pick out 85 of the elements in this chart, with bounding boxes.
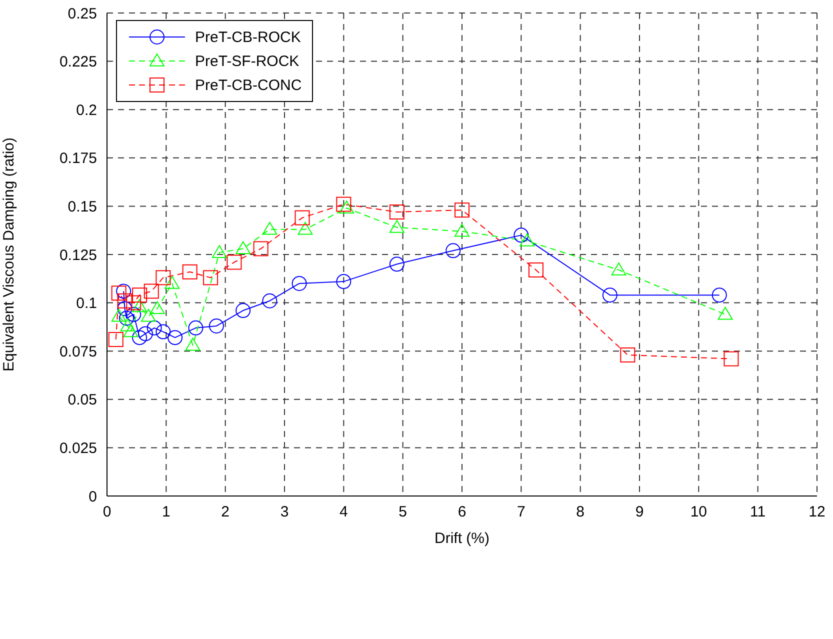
y-tick-label: 0.1 xyxy=(76,295,97,312)
legend-label: PreT-SF-ROCK xyxy=(195,52,300,70)
point xyxy=(262,293,278,308)
y-tick-label: 0.15 xyxy=(68,198,97,216)
x-tick-label: 10 xyxy=(690,504,708,521)
legend-label: PreT-CB-CONC xyxy=(195,76,302,94)
point xyxy=(520,233,535,246)
x-tick-label: 7 xyxy=(516,504,526,521)
point xyxy=(132,299,148,312)
point xyxy=(116,284,132,299)
x-tick-label: 3 xyxy=(280,504,289,521)
point xyxy=(119,310,134,326)
point xyxy=(146,320,162,336)
y-tick-label: 0.25 xyxy=(68,5,97,22)
point xyxy=(156,324,171,340)
point xyxy=(724,351,739,366)
point xyxy=(226,254,242,270)
point xyxy=(111,308,126,322)
point xyxy=(236,241,251,254)
point xyxy=(620,347,636,362)
x-tick-label: 0 xyxy=(102,504,112,521)
point xyxy=(298,222,313,235)
point xyxy=(126,306,142,322)
y-tick-label: 0 xyxy=(88,488,97,506)
point xyxy=(336,196,352,212)
y-axis-title: Equivalent Viscous Damping (ratio) xyxy=(0,137,18,372)
point xyxy=(712,288,727,303)
point xyxy=(389,220,404,233)
point xyxy=(117,301,132,316)
point xyxy=(150,301,165,314)
point xyxy=(292,276,307,291)
point xyxy=(389,256,404,272)
y-tick-label: 0.075 xyxy=(59,343,97,360)
point xyxy=(611,262,626,276)
point xyxy=(182,264,198,280)
point xyxy=(120,318,136,332)
x-tick-label: 11 xyxy=(750,504,766,521)
point xyxy=(514,228,529,243)
point xyxy=(208,318,224,334)
point xyxy=(140,308,156,322)
point xyxy=(188,320,204,336)
point xyxy=(144,284,159,299)
point xyxy=(117,293,132,308)
x-tick-label: 6 xyxy=(458,504,466,521)
point xyxy=(212,245,227,258)
point xyxy=(528,262,544,278)
point xyxy=(294,210,310,226)
x-tick-label: 1 xyxy=(162,504,170,521)
point xyxy=(446,243,461,258)
point xyxy=(454,224,470,237)
point xyxy=(138,326,153,342)
x-tick-label: 12 xyxy=(808,504,826,521)
point xyxy=(126,295,142,310)
point xyxy=(262,222,278,235)
point xyxy=(203,270,218,286)
x-tick-label: 9 xyxy=(635,504,644,521)
point xyxy=(168,330,183,346)
x-tick-label: 5 xyxy=(398,504,408,521)
y-tick-label: 0.125 xyxy=(59,246,97,264)
point xyxy=(164,276,180,289)
point xyxy=(253,241,268,256)
point xyxy=(185,338,200,351)
point xyxy=(156,270,171,286)
point xyxy=(123,324,138,338)
point xyxy=(389,204,404,220)
point xyxy=(132,288,148,303)
legend-label: PreT-CB-ROCK xyxy=(195,28,301,46)
point xyxy=(718,306,733,320)
point xyxy=(336,274,352,290)
point xyxy=(108,332,124,348)
y-tick-label: 0.05 xyxy=(68,392,97,409)
point xyxy=(454,202,470,218)
x-axis-title: Drift (%) xyxy=(434,530,490,547)
y-tick-label: 0.175 xyxy=(59,150,97,168)
x-tick-label: 8 xyxy=(576,504,585,521)
y-tick-label: 0.225 xyxy=(59,54,97,71)
point xyxy=(111,286,126,301)
x-tick-label: 2 xyxy=(221,504,230,521)
point xyxy=(132,330,148,346)
point xyxy=(602,288,618,303)
x-tick-label: 4 xyxy=(339,504,348,521)
y-tick-label: 0.025 xyxy=(59,440,97,458)
point xyxy=(236,303,251,318)
y-tick-label: 0.2 xyxy=(76,102,97,119)
point xyxy=(339,200,354,214)
